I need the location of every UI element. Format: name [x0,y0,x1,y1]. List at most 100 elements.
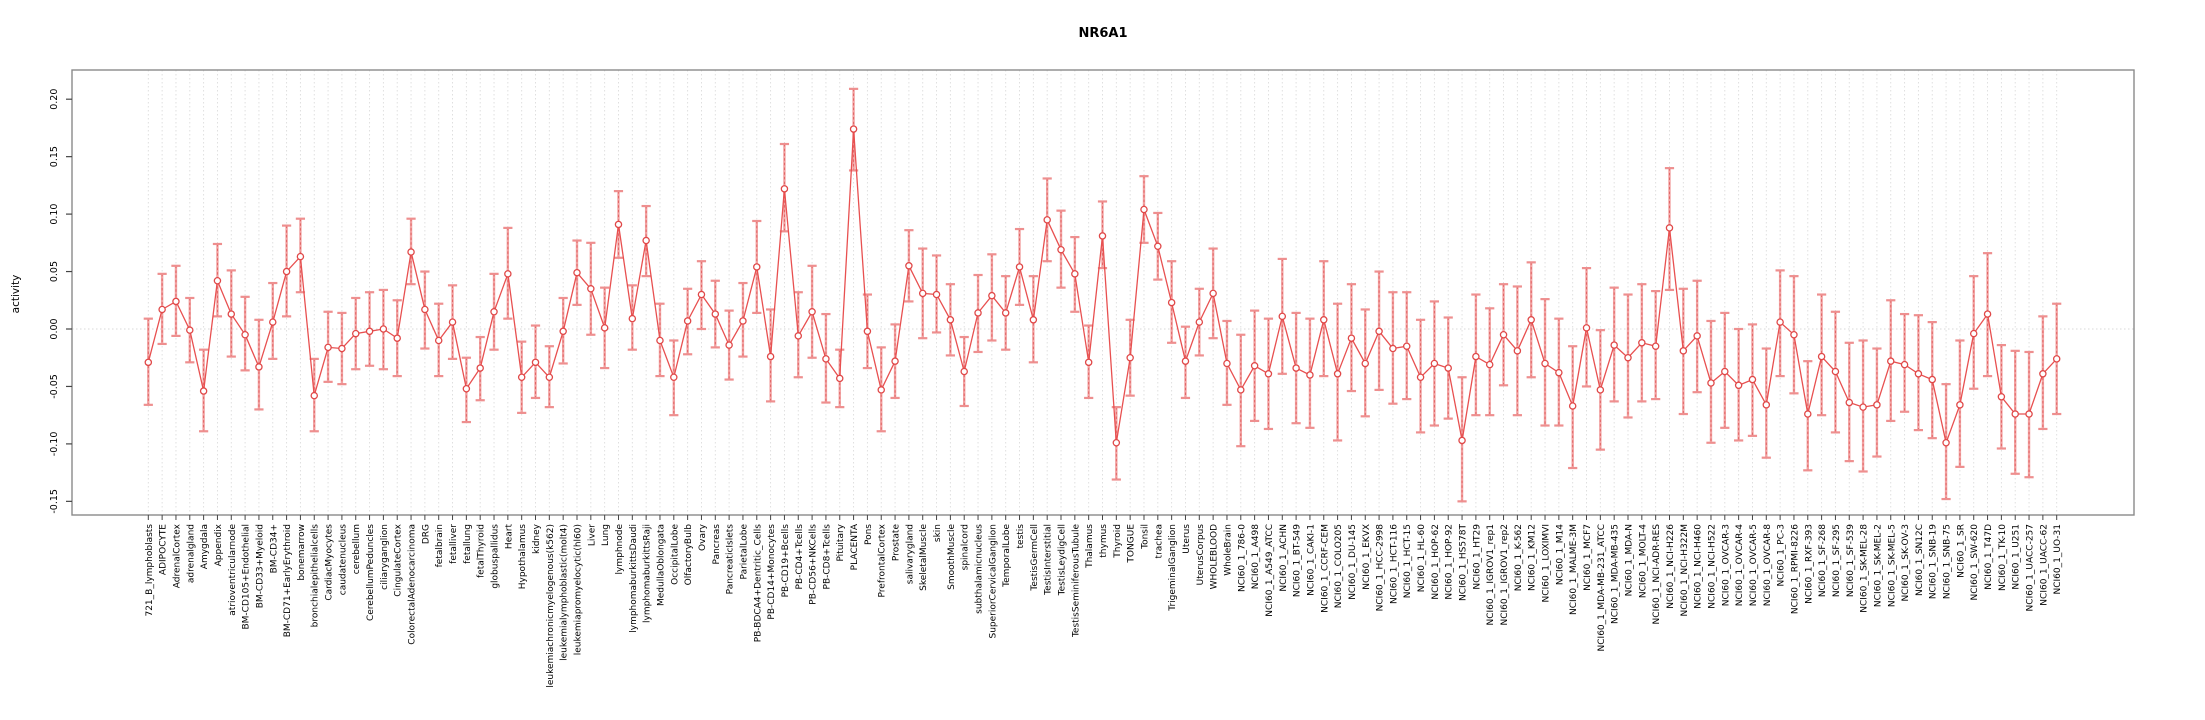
x-category-label: NCI60_1_OVCAR-3 [1721,524,1731,606]
data-point-marker [1084,358,1093,367]
data-point-marker [1264,370,1273,378]
data-point-marker [1817,352,1826,361]
data-point-marker [1029,316,1038,324]
x-category-label: caudatenucleus [338,524,348,596]
x-category-label: NCI60_1_MCF7 [1583,524,1593,591]
plot-frame [71,69,2135,516]
x-category-label: atrioventricularnode [228,524,238,616]
x-category-label: Pancreas [712,524,722,565]
data-point-marker [1278,312,1287,321]
data-point-marker [1679,347,1688,355]
x-category-label: CingulateCortex [394,523,404,596]
y-tick-label: -0.10 [49,432,60,457]
x-category-label: PB-CD56+NKCells [809,524,819,605]
data-point-marker [1693,332,1701,340]
x-category-label: NCI60_1_IGROV1_rep1 [1486,524,1496,626]
x-category-label: adrenalgland [186,524,196,583]
data-point-marker [227,310,236,318]
data-point-marker [338,344,346,353]
data-point-marker [1402,342,1411,350]
x-category-label: NCI60_1_NCI-ADR-RES [1652,524,1662,625]
x-category-label: Appendix [214,523,224,566]
data-point-marker [1237,386,1245,394]
x-category-label: NCI60_1_OVCAR-8 [1763,524,1773,607]
data-point-marker [2039,370,2047,378]
x-category-label: TestisSeminiferousTubule [1071,524,1081,638]
x-category-label: NCI60_1_TK-10 [1998,524,2008,591]
data-point-marker [1320,316,1328,324]
data-point-marker [2052,355,2061,363]
x-category-label: NCI60_1_SNB-75 [1943,524,1953,599]
x-category-label: lymphnode [615,524,625,575]
data-point-marker [794,332,803,340]
x-category-label: NCI60_1_A498 [1251,524,1261,589]
x-category-label: NCI60_1_PC-3 [1777,524,1787,587]
chart-title: NR6A1 [1078,26,1127,41]
data-point-marker [835,374,844,383]
data-point-marker [1983,310,1992,318]
x-category-label: 721_B_lymphoblasts [145,524,155,617]
data-point-marker [670,373,678,382]
data-point-marker [282,267,291,276]
x-category-label: fetalbrain [435,524,445,567]
x-category-label: OlfactoryBulb [684,524,694,586]
x-category-label: lymphomaburkittsDaudi [629,524,639,633]
x-category-label: salivarygland [905,524,915,584]
x-category-label: kidney [532,523,542,554]
x-category-label: NCI60_1_K-562 [1514,524,1524,591]
data-point-marker [1333,370,1342,378]
data-point-marker [683,317,692,325]
data-point-marker [1969,329,1978,338]
data-point-marker [213,276,222,285]
x-category-label: lymphomaburkittsRaji [643,524,653,623]
x-category-label: TestisLeydigCell [1058,524,1068,596]
x-category-label: BM-CD105+Endothelial [242,524,252,630]
x-category-label: PB-CD8+Tcells [822,524,832,590]
x-category-label: MedullaOblongata [656,524,666,606]
data-point-marker [1887,357,1895,365]
data-point-marker [448,318,457,326]
x-category-label: TONGUE [1127,524,1137,564]
data-point-marker [1154,242,1162,251]
x-category-label: NCI60_1_MDA-MB-231_ATCC [1597,524,1607,651]
x-category-label: BM-CD33+Myeloid [255,524,265,608]
data-point-marker [545,373,554,382]
data-point-marker [1375,327,1383,336]
x-category-label: OccipitalLobe [670,524,680,585]
data-point-marker [877,386,885,394]
data-point-marker [1458,436,1466,445]
data-point-marker [946,316,955,324]
x-category-label: Heart [504,524,514,550]
x-category-label: NCI60_1_KM12 [1528,524,1538,591]
x-category-label: NCI60_1_RPMI-8226 [1790,524,1800,614]
x-category-label: NCI60_1_SF-268 [1818,524,1828,597]
data-point-marker [656,336,664,345]
x-category-label: Thyroid [1113,524,1123,559]
x-category-label: NCI60_1_RXF-393 [1804,524,1814,604]
data-point-marker [974,309,982,317]
data-point-marker [1513,347,1522,355]
data-point-marker [144,358,153,367]
x-category-label: DRG [421,524,431,544]
x-category-label: PLACENTA [850,523,860,570]
data-point-marker [600,324,609,332]
x-category-label: TestisGermCell [1030,524,1040,592]
x-category-label: leukemialymphoblastic(molt4) [560,524,570,661]
data-point-marker [241,330,249,339]
data-point-marker [1416,373,1425,382]
data-point-marker [1956,401,1964,409]
y-tick-label: 0.00 [49,318,60,339]
data-point-marker [1071,270,1079,278]
x-category-label: NCI60_1_SN12C [1915,524,1925,596]
data-point-marker [587,285,595,293]
data-point-marker [1707,379,1715,387]
data-point-marker [1651,342,1660,350]
x-category-label: PrefrontalCortex [878,523,888,597]
x-category-label: NCI60_1_LOXIMVI [1542,524,1552,602]
x-category-label: NCI60_1_A549_ATCC [1265,524,1275,617]
x-category-label: WHOLEBLOOD [1210,524,1220,589]
data-point-marker [531,358,540,367]
x-category-label: TemporalLobe [1002,524,1012,588]
data-point-marker [1762,401,1771,409]
